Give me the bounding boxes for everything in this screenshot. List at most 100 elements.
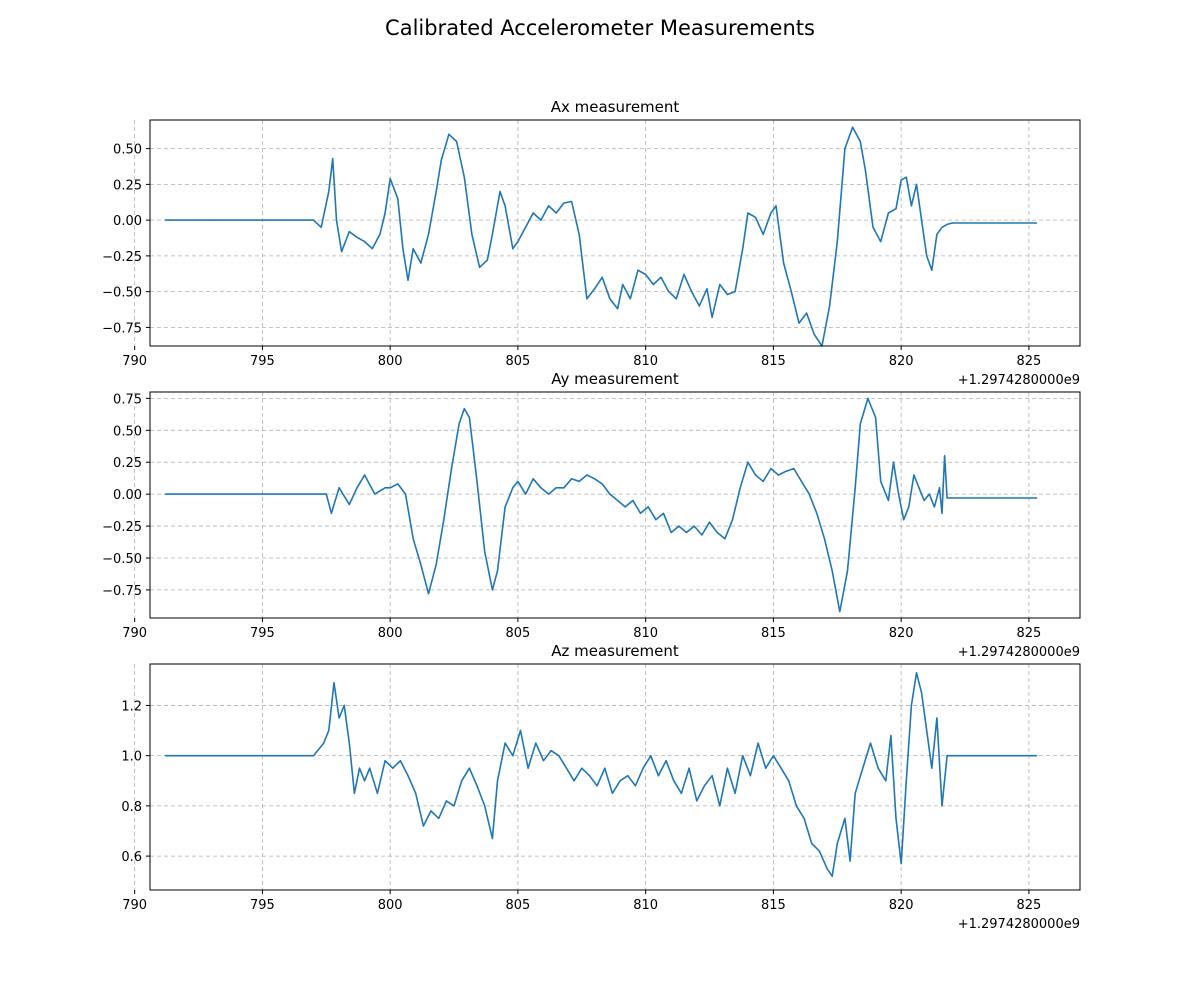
data-point [430,810,432,812]
data-point [617,499,619,502]
data-point [312,755,315,757]
data-point [800,480,803,482]
x-offset-label: +1.2974280000e9 [958,645,1080,660]
data-point [412,248,414,250]
data-point [747,212,749,214]
data-point [657,775,660,777]
x-tick-label: 795 [250,354,275,369]
data-point [816,512,818,514]
data-point [749,775,752,777]
data-point [910,704,913,707]
data-point [803,817,805,820]
data-point [343,704,345,707]
data-point [548,493,550,495]
data-point [563,202,565,204]
data-point [427,233,430,235]
data-point [338,487,340,489]
x-tick-label: 810 [633,898,658,913]
data-point [540,219,542,221]
data-point [808,493,810,495]
data-point [407,775,409,777]
data-point [703,785,706,787]
y-tick-label: 0.50 [113,424,142,439]
data-point [496,780,499,782]
data-point [941,226,943,228]
data-point [754,216,757,218]
data-point [864,169,867,171]
data-point [936,233,938,235]
data-point [261,755,263,757]
axes-frame [149,391,1081,619]
data-point [517,480,519,482]
series-line [165,126,1037,347]
data-point [535,742,537,744]
data-point [450,468,453,470]
data-point [788,780,790,782]
data-point [456,140,458,143]
x-tick-label: 810 [633,626,658,641]
data-point [427,593,430,595]
data-point [711,775,713,777]
data-point [491,837,493,840]
data-point [770,212,772,214]
data-point [887,212,890,214]
data-point [680,792,683,794]
data-point [926,255,928,257]
y-tick-label: 0.50 [113,143,142,158]
data-point [504,205,506,207]
y-tick-label: 1.0 [121,750,142,765]
data-point [780,767,782,769]
data-point [908,506,910,508]
data-point [622,283,624,286]
data-point [762,480,764,482]
x-tick-label: 820 [889,354,914,369]
data-point [903,519,905,521]
data-point [1036,222,1038,224]
data-point [926,729,928,732]
x-offset-label: +1.2974280000e9 [958,373,1080,388]
data-point [650,755,652,757]
data-point [645,273,647,276]
x-tick-label: 800 [378,626,403,641]
data-point [668,291,670,293]
data-point [479,266,481,268]
data-point [348,231,350,233]
x-tick-label: 805 [505,626,530,641]
y-tick-label: −0.50 [102,552,142,567]
data-point [890,735,892,737]
data-point [708,521,711,523]
data-point [484,551,486,553]
subplot-title: Ay measurement [551,370,679,388]
data-point [420,563,422,566]
data-point [910,205,913,207]
y-tick-label: −0.50 [102,286,142,301]
data-point [813,334,815,336]
data-point [448,133,450,135]
data-point [977,222,979,224]
data-point [371,248,373,250]
data-point [402,248,404,250]
data-point [875,416,877,419]
data-point [862,767,864,769]
data-point [854,487,856,489]
data-point [905,780,907,782]
data-point [404,493,407,495]
data-point [775,205,777,207]
data-point [617,308,619,310]
data-point [629,298,631,300]
data-point [356,487,358,489]
data-point [312,219,315,221]
data-point [353,792,355,794]
y-tick-label: 0.6 [121,850,142,865]
data-point [573,780,575,782]
data-point [928,493,930,495]
data-point [341,251,343,253]
data-point [918,487,920,489]
data-point [719,283,721,286]
data-point [412,538,414,540]
data-point [468,767,470,769]
data-point [892,461,895,463]
data-point [484,805,486,807]
data-point [571,200,573,203]
